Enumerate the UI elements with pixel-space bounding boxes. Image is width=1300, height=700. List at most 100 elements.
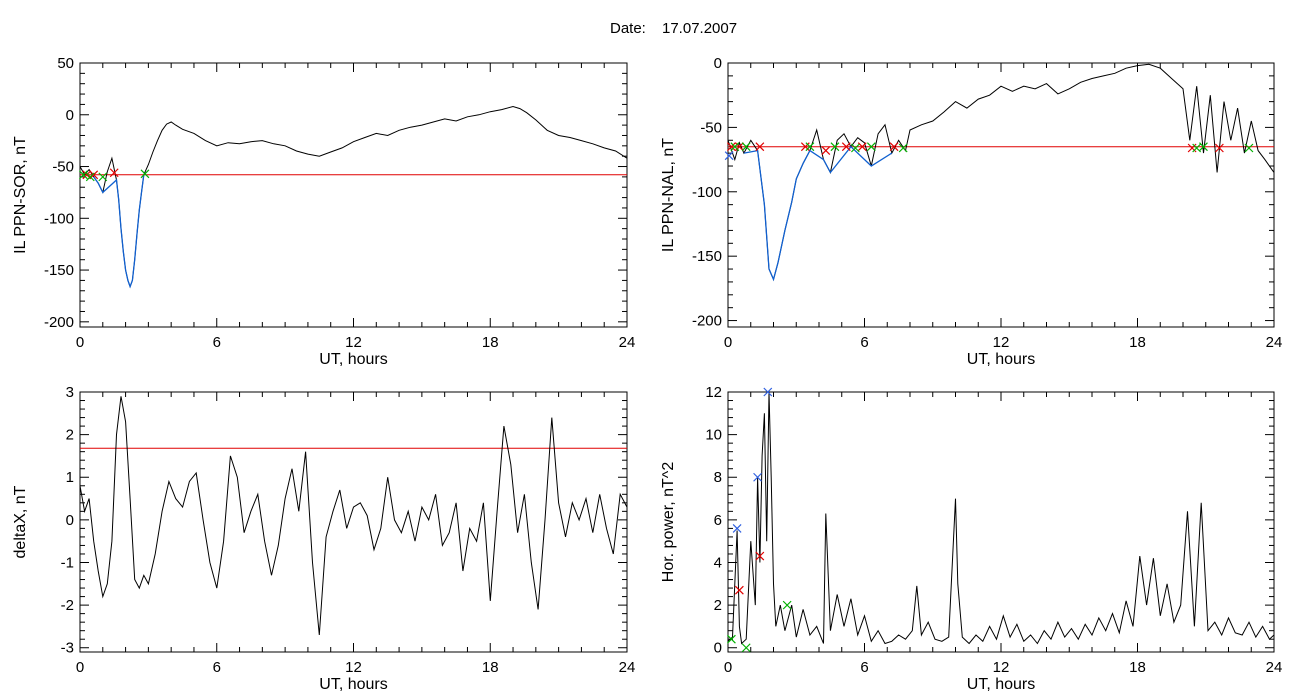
y-tick-label: -1	[61, 554, 74, 571]
y-tick-label: -3	[61, 640, 74, 657]
y-tick-label: -100	[692, 184, 722, 201]
y-tick-label: 12	[705, 384, 722, 401]
cross-stroke	[78, 170, 88, 180]
cross-marker-red	[734, 585, 744, 595]
cross-stroke	[1192, 143, 1202, 153]
x-tick-label: 18	[482, 334, 499, 351]
y-axis-title: deltaX, nT	[12, 485, 29, 558]
y-tick-label: 0	[66, 512, 74, 529]
x-axis-title: UT, hours	[319, 351, 387, 368]
x-tick-label: 24	[619, 659, 636, 676]
y-tick-label: 6	[714, 512, 722, 529]
cross-marker-red	[821, 146, 831, 155]
chart-panel-ppn-sor: 0 6 12 18 24 -200 -150 -100 -50 0 50 UT, hours IL PP…	[12, 55, 635, 368]
cross-stroke	[741, 643, 751, 653]
x-tick-label: 0	[76, 659, 84, 676]
cross-marker-green	[1244, 143, 1254, 153]
x-axis-title: UT, hours	[967, 676, 1035, 693]
cross-stroke	[734, 585, 744, 595]
x-tick-label: 18	[1129, 659, 1146, 676]
cross-stroke	[724, 151, 734, 161]
cross-marker-red	[755, 142, 765, 152]
cross-stroke	[755, 142, 765, 152]
cross-marker-green	[898, 143, 908, 153]
cross-stroke	[805, 142, 815, 152]
y-tick-label: 3	[66, 384, 74, 401]
cross-marker-red	[1214, 143, 1224, 153]
x-axis-title: UT, hours	[967, 351, 1035, 368]
cross-marker-red	[889, 142, 899, 152]
cross-marker-green	[866, 142, 876, 152]
y-tick-label: 0	[714, 640, 722, 657]
cross-marker-blue	[732, 523, 742, 533]
x-tick-label: 6	[213, 659, 221, 676]
x-tick-label: 12	[345, 659, 362, 676]
cross-stroke	[85, 172, 95, 182]
x-tick-label: 0	[76, 334, 84, 351]
cross-stroke	[755, 551, 765, 561]
x-tick-label: 6	[213, 334, 221, 351]
date-value: 17.07.2007	[662, 20, 737, 37]
cross-marker-blue	[724, 151, 734, 161]
cross-marker-red	[755, 551, 765, 561]
plot-frame	[727, 62, 1275, 328]
x-tick-label: 12	[993, 334, 1010, 351]
x-axis-title: UT, hours	[319, 676, 387, 693]
cross-marker-green	[78, 170, 88, 180]
cross-stroke	[830, 142, 840, 152]
cross-stroke	[732, 523, 742, 533]
y-axis-title: IL PPN-NAL, nT	[660, 138, 677, 252]
cross-stroke	[898, 143, 908, 153]
x-tick-label: 0	[724, 334, 732, 351]
cross-marker-blue	[763, 387, 773, 397]
cross-marker-green	[805, 142, 815, 152]
cross-marker-green	[140, 169, 150, 179]
cross-stroke	[857, 142, 867, 152]
y-tick-label: -50	[52, 159, 74, 176]
x-tick-label: 6	[860, 659, 868, 676]
y-tick-label: 8	[714, 469, 722, 486]
cross-marker-green	[741, 142, 751, 152]
cross-stroke	[98, 172, 108, 182]
cross-marker-green	[726, 634, 736, 644]
cross-marker-green	[850, 143, 860, 153]
cross-marker-red	[841, 142, 851, 152]
cross-marker-green	[85, 172, 95, 182]
x-tick-label: 12	[993, 659, 1010, 676]
y-tick-label: 1	[66, 469, 74, 486]
y-tick-label: 2	[714, 597, 722, 614]
x-tick-label: 24	[1266, 334, 1283, 351]
y-tick-label: -200	[692, 313, 722, 330]
cross-stroke	[82, 170, 92, 180]
y-axis-title: Hor. power, nT^2	[660, 462, 677, 583]
plot-frame	[727, 391, 1275, 653]
cross-stroke	[866, 142, 876, 152]
cross-stroke	[741, 142, 751, 152]
cross-marker-green	[98, 172, 108, 182]
plot-area	[80, 105, 627, 289]
y-tick-label: -2	[61, 597, 74, 614]
y-tick-label: 2	[66, 427, 74, 444]
highlight-segment	[93, 174, 145, 289]
cross-marker-red	[726, 142, 736, 152]
cross-marker-red	[109, 168, 119, 178]
y-tick-label: 0	[714, 55, 722, 72]
plot-area	[728, 63, 1274, 282]
cross-marker-green	[830, 142, 840, 152]
plot-area	[728, 392, 1274, 645]
y-tick-label: 10	[705, 427, 722, 444]
x-tick-label: 24	[1266, 659, 1283, 676]
cross-stroke	[1244, 143, 1254, 153]
cross-marker-green	[1199, 142, 1208, 152]
plot-frame	[79, 62, 628, 328]
y-tick-label: -150	[44, 262, 74, 279]
y-tick-label: 50	[57, 55, 74, 72]
cross-stroke	[782, 600, 792, 610]
cross-marker-green	[1192, 143, 1202, 153]
x-tick-label: 6	[860, 334, 868, 351]
series-line	[80, 396, 627, 636]
cross-stroke	[1199, 142, 1208, 152]
cross-marker-green	[782, 600, 792, 610]
